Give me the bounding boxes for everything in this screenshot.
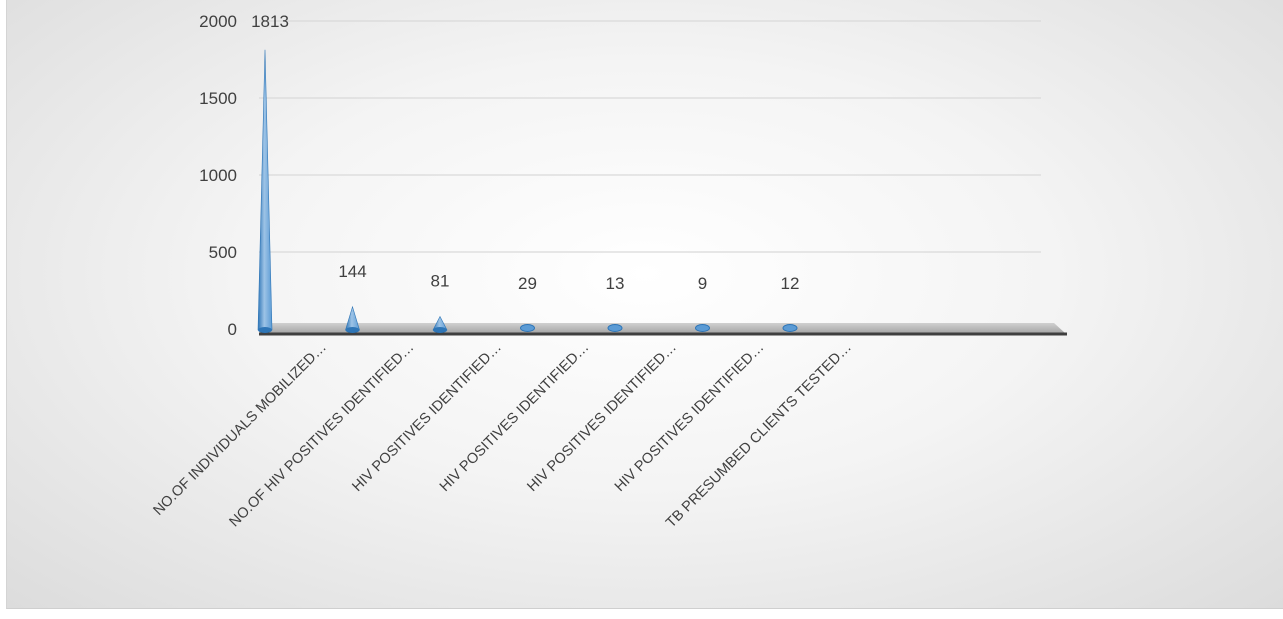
cone-base xyxy=(345,327,360,333)
x-category-label: HIV POSITIVES IDENTIFIED… xyxy=(612,340,767,495)
y-tick-label: 500 xyxy=(209,243,237,262)
x-category-label: NO.OF HIV POSITIVES IDENTIFIED… xyxy=(227,340,418,531)
y-tick-label: 0 xyxy=(228,320,237,339)
cone-base xyxy=(258,327,272,333)
cone-bar xyxy=(345,305,360,331)
cone-bar-chart: 0 500 1000 1500 2000 1813 144 81 29 13 9 12 NO.OF IN… xyxy=(150,12,1067,532)
y-tick-label: 1500 xyxy=(199,89,237,108)
y-tick-label: 2000 xyxy=(199,12,237,31)
data-label: 12 xyxy=(781,274,800,293)
chart-area: 0 500 1000 1500 2000 1813 144 81 29 13 9 12 NO.OF IN… xyxy=(6,0,1283,609)
x-category-label: HIV POSITIVES IDENTIFIED… xyxy=(524,340,679,495)
cone-bar xyxy=(695,324,710,332)
cone-base xyxy=(433,327,447,333)
cone-bar xyxy=(782,324,798,332)
cone-bar xyxy=(607,324,623,332)
x-category-label: TB PRESUMBED CLIENTS TESTED… xyxy=(663,340,855,532)
data-label: 9 xyxy=(698,274,707,293)
x-category-label: HIV POSITIVES IDENTIFIED… xyxy=(437,340,592,495)
data-label: 29 xyxy=(518,274,537,293)
chart-floor xyxy=(259,323,1065,333)
data-label: 144 xyxy=(338,262,366,281)
x-category-label: HIV POSITIVES IDENTIFIED… xyxy=(349,340,504,495)
data-label: 1813 xyxy=(251,12,289,31)
cone-bar xyxy=(257,49,273,331)
data-label: 13 xyxy=(606,274,625,293)
cone-bar xyxy=(520,324,535,332)
x-category-label: NO.OF INDIVIDUALS MOBILIZED… xyxy=(150,340,329,519)
y-tick-label: 1000 xyxy=(199,166,237,185)
data-label: 81 xyxy=(431,272,450,291)
